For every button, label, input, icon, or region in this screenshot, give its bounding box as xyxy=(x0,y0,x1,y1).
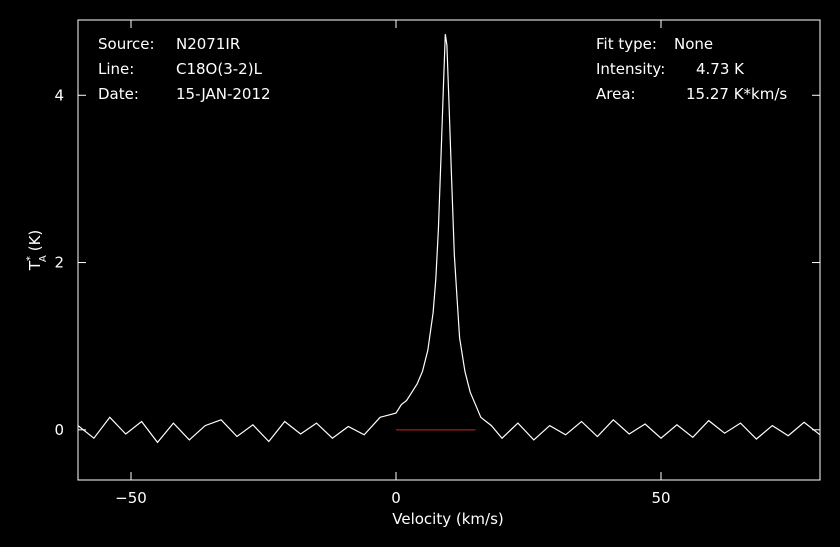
x-tick-label: −50 xyxy=(115,489,147,507)
x-axis-ticks: −50 0 50 xyxy=(115,20,671,507)
date-value: 15-JAN-2012 xyxy=(176,85,271,103)
area-value: 15.27 K*km/s xyxy=(686,85,788,103)
fit-type-value: None xyxy=(674,35,714,53)
intensity-value: 4.73 K xyxy=(696,60,745,78)
source-label: Source: xyxy=(98,35,155,53)
line-value: C18O(3-2)L xyxy=(176,60,262,78)
y-axis-label-sub: A xyxy=(38,255,49,262)
spectrum-series-line xyxy=(77,34,821,444)
y-axis-label-unit: (K) xyxy=(26,230,44,252)
y-axis-label-sup: * xyxy=(25,256,36,261)
y-axis-label-main: T xyxy=(26,260,44,271)
y-axis-label: T* A (K) xyxy=(25,230,49,272)
date-label: Date: xyxy=(98,85,139,103)
x-tick-label: 0 xyxy=(391,489,401,507)
x-axis-label: Velocity (km/s) xyxy=(392,510,503,528)
area-label: Area: xyxy=(596,85,636,103)
x-tick-label: 50 xyxy=(651,489,670,507)
y-tick-label: 2 xyxy=(54,254,64,272)
plot-frame xyxy=(77,19,821,481)
intensity-label: Intensity: xyxy=(596,60,666,78)
y-tick-label: 4 xyxy=(54,86,64,104)
fit-type-label: Fit type: xyxy=(596,35,657,53)
y-tick-label: 0 xyxy=(54,421,64,439)
source-value: N2071IR xyxy=(176,35,241,53)
line-label: Line: xyxy=(98,60,135,78)
